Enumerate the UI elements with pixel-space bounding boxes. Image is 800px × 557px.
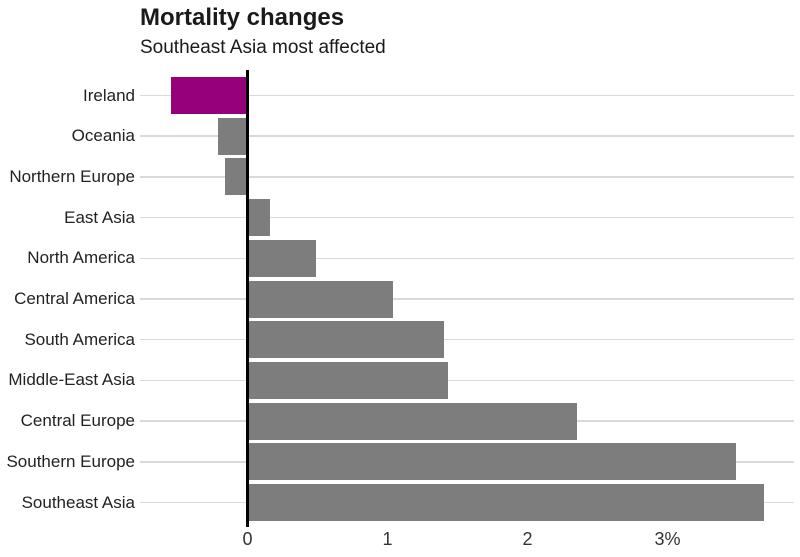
category-label: Southern Europe [6, 451, 135, 471]
category-gridline [140, 216, 794, 219]
category-label: Central Europe [20, 411, 135, 431]
bar-east-asia [247, 199, 270, 237]
category-label: East Asia [64, 207, 135, 227]
x-tick-label: 0 [242, 529, 253, 549]
category-label: South America [24, 329, 135, 349]
bar-central-europe [247, 402, 577, 440]
x-tick-label: 3% [654, 529, 681, 549]
category-label: Oceania [71, 126, 135, 146]
chart-title: Mortality changes [140, 4, 345, 31]
category-gridline [140, 379, 794, 382]
category-gridline [140, 94, 794, 97]
x-tick-label: 2 [522, 529, 533, 549]
category-label: Central America [14, 289, 135, 308]
category-label: Middle-East Asia [8, 370, 135, 390]
category-label: Southeast Asia [21, 492, 135, 512]
bar-southeast-asia [247, 484, 765, 521]
bar-middle-east-asia [247, 361, 448, 399]
bar-oceania [218, 117, 248, 155]
bar-north-america [247, 239, 317, 277]
zero-axis-line [246, 70, 249, 527]
category-gridline [140, 298, 794, 300]
category-label: Northern Europe [9, 166, 135, 186]
chart-subtitle: Southeast Asia most affected [140, 37, 386, 58]
category-gridline [140, 176, 794, 178]
bar-south-america [247, 321, 444, 359]
x-tick-label: 1 [382, 529, 393, 549]
category-label: North America [27, 248, 135, 268]
bar-southern-europe [247, 443, 737, 481]
category-label: Ireland [83, 85, 135, 105]
bar-ireland [170, 77, 248, 114]
category-gridline [140, 135, 794, 137]
bar-northern-europe [225, 158, 248, 196]
category-gridline [140, 338, 794, 341]
bar-central-america [247, 280, 394, 318]
category-gridline [140, 257, 794, 260]
